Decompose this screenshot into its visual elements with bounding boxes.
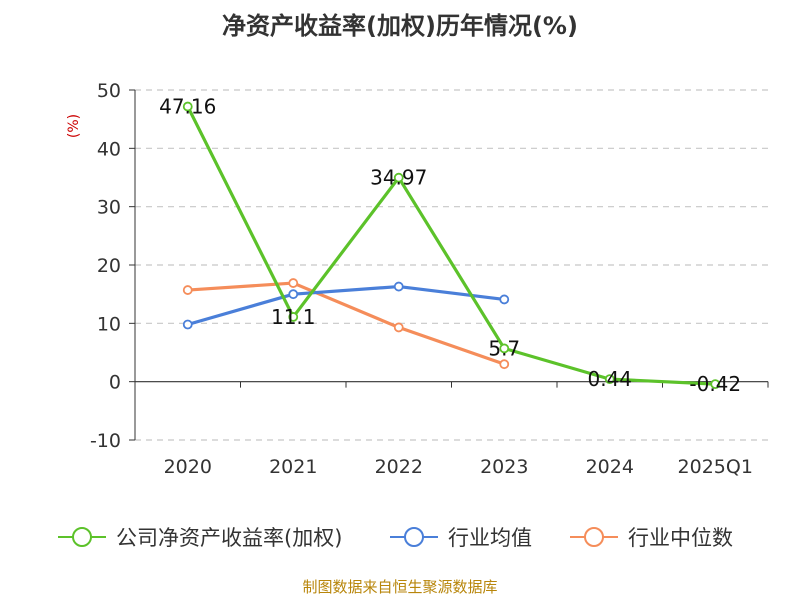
data-point bbox=[393, 172, 404, 183]
data-point bbox=[499, 359, 510, 370]
legend: 公司净资产收益率(加权) 行业均值 行业中位数 bbox=[58, 526, 733, 550]
y-tick-label: 30 bbox=[97, 197, 121, 219]
x-tick-label: 2025Q1 bbox=[678, 456, 753, 478]
legend-marker bbox=[72, 527, 92, 547]
series-0 bbox=[182, 101, 721, 390]
data-point bbox=[499, 343, 510, 354]
x-tick-label: 2023 bbox=[480, 456, 528, 478]
data-label: 34.97 bbox=[370, 166, 427, 190]
series-line bbox=[186, 105, 716, 386]
y-tick-label: 10 bbox=[97, 313, 121, 335]
x-tick-label: 2022 bbox=[375, 456, 423, 478]
data-point bbox=[710, 379, 721, 390]
series-line bbox=[187, 281, 505, 366]
y-axis-unit-label: (%) bbox=[66, 114, 82, 138]
data-label: 11.1 bbox=[271, 305, 316, 329]
series-line bbox=[187, 284, 505, 327]
data-label: 5.7 bbox=[488, 336, 520, 360]
data-point bbox=[288, 289, 299, 300]
data-point bbox=[288, 278, 299, 288]
data-point bbox=[393, 281, 404, 292]
legend-marker bbox=[584, 527, 604, 547]
axes: 50 40 30 20 10 0 -10 2020 2021 2022 2023 2024 2025Q1 bbox=[90, 80, 769, 478]
series-lines bbox=[182, 101, 721, 390]
data-labels: 47.16 11.1 34.97 5.7 0.44 -0.42 bbox=[159, 95, 741, 397]
data-point bbox=[499, 294, 510, 305]
series-2 bbox=[182, 278, 510, 370]
legend-label: 行业中位数 bbox=[628, 526, 733, 550]
y-tick-label: 40 bbox=[97, 138, 121, 160]
data-label: 47.16 bbox=[159, 95, 216, 119]
data-point bbox=[182, 319, 193, 330]
data-point bbox=[604, 374, 615, 385]
y-tick-label: -10 bbox=[90, 430, 121, 452]
legend-item-0: 公司净资产收益率(加权) bbox=[58, 526, 342, 550]
y-tick-label: 50 bbox=[97, 80, 121, 102]
source-note: 制图数据来自恒生聚源数据库 bbox=[302, 578, 497, 596]
x-tick-label: 2020 bbox=[164, 456, 212, 478]
legend-item-2: 行业中位数 bbox=[570, 526, 733, 550]
y-tick-label: 0 bbox=[109, 372, 121, 394]
x-tick-label: 2021 bbox=[269, 456, 317, 478]
chart-title: 净资产收益率(加权)历年情况(%) bbox=[222, 12, 578, 40]
data-label: -0.42 bbox=[689, 372, 741, 396]
legend-label: 行业均值 bbox=[448, 526, 532, 550]
legend-label: 公司净资产收益率(加权) bbox=[116, 526, 342, 550]
data-point bbox=[182, 285, 193, 295]
series-1 bbox=[182, 281, 510, 330]
legend-item-1: 行业均值 bbox=[390, 526, 532, 550]
data-point bbox=[182, 101, 193, 112]
legend-marker bbox=[404, 527, 424, 547]
y-tick-label: 20 bbox=[97, 255, 121, 277]
data-point bbox=[288, 312, 299, 322]
data-label: 0.44 bbox=[587, 367, 632, 391]
data-point bbox=[393, 322, 404, 333]
x-tick-label: 2024 bbox=[586, 456, 634, 478]
